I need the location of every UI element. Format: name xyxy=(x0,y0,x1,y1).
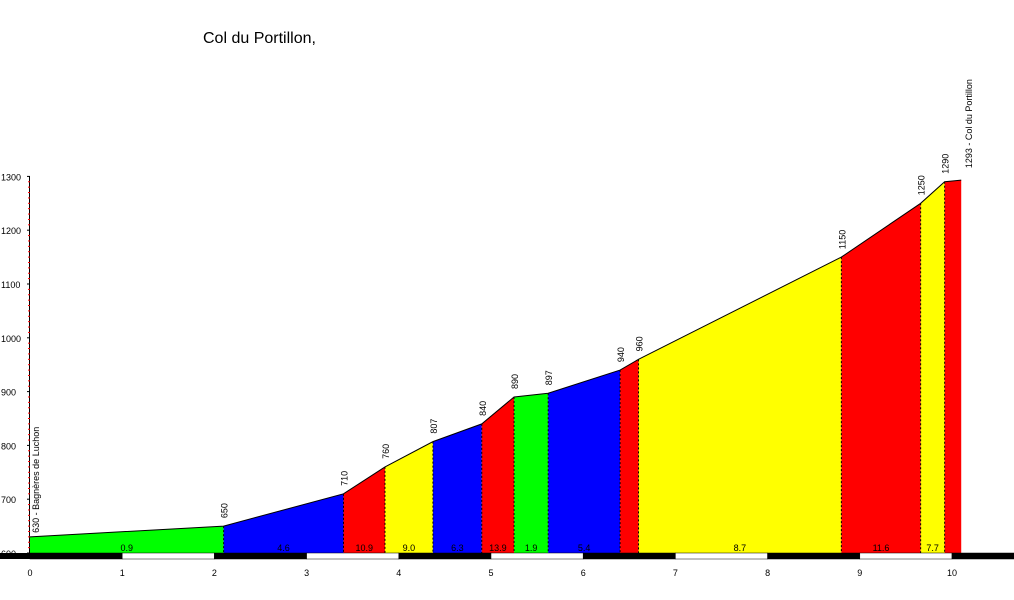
segment-area xyxy=(223,493,344,553)
distance-bar-block xyxy=(29,552,123,560)
segment-area xyxy=(920,181,945,553)
gradient-label: 8.7 xyxy=(734,543,747,553)
x-tick-label: 9 xyxy=(857,568,862,578)
segment-area xyxy=(514,393,549,553)
segment-area xyxy=(432,423,482,553)
profile-line xyxy=(29,179,962,538)
elevation-label: 960 xyxy=(635,336,645,351)
x-tick-label: 10 xyxy=(947,568,957,578)
gradient-label: 9.0 xyxy=(403,543,416,553)
x-tick-label: 4 xyxy=(396,568,401,578)
segment-area xyxy=(841,203,921,554)
y-tick-label: 800 xyxy=(1,441,16,451)
gradient-label: 5.4 xyxy=(578,543,591,553)
segment-area xyxy=(384,441,433,553)
distance-bar-block xyxy=(951,552,1014,560)
elevation-label: 1150 xyxy=(837,230,847,249)
elevation-label: 710 xyxy=(339,471,349,486)
x-tick-label: 3 xyxy=(304,568,309,578)
elevation-label: 630 - Bagnères de Luchon xyxy=(31,427,41,533)
distance-bar-block xyxy=(767,552,861,560)
y-tick-label: 700 xyxy=(1,495,16,505)
distance-bar-block xyxy=(214,552,307,560)
x-tick-label: 2 xyxy=(212,568,217,578)
gradient-label: 10.9 xyxy=(355,543,373,553)
x-tick-label: 8 xyxy=(765,568,770,578)
gradient-label: 6.3 xyxy=(451,543,464,553)
x-tick-label: 7 xyxy=(673,568,678,578)
y-tick-label: 1100 xyxy=(1,280,20,290)
elevation-label: 1290 xyxy=(941,154,951,174)
gradient-label: 13.9 xyxy=(489,543,507,553)
y-tick-label: 1300 xyxy=(1,172,21,182)
gradient-label: 7.7 xyxy=(926,543,939,553)
chart-title: Col du Portillon, xyxy=(203,30,316,47)
elevation-label: 807 xyxy=(429,419,439,434)
elevation-label: 897 xyxy=(544,370,554,385)
y-tick-label: 1000 xyxy=(1,334,21,344)
distance-bar-block xyxy=(121,552,215,560)
distance-bar-block xyxy=(398,552,492,560)
distance-bar-block xyxy=(675,552,768,560)
elevation-label: 840 xyxy=(478,401,488,416)
elevation-label: 940 xyxy=(616,347,626,362)
x-tick-label: 6 xyxy=(581,568,586,578)
distance-bar-block xyxy=(306,552,400,560)
y-tick-label: 1200 xyxy=(1,226,21,236)
segment-area xyxy=(30,526,224,553)
segment-area xyxy=(481,396,515,553)
segment-area xyxy=(343,466,385,553)
gradient-label: 0.9 xyxy=(121,543,134,553)
distance-bar-block xyxy=(0,553,30,559)
elevation-label: 650 xyxy=(220,503,230,518)
gradient-label: 4.6 xyxy=(277,543,290,553)
elevation-label: 1293 - Col du Portillon xyxy=(964,79,974,168)
distance-bar-block xyxy=(859,552,953,560)
elevation-label: 760 xyxy=(381,444,391,459)
y-tick-label: 900 xyxy=(1,388,16,398)
distance-bar-block xyxy=(490,552,584,560)
segment-area xyxy=(620,359,639,553)
gradient-label: 11.6 xyxy=(873,543,890,553)
x-tick-label: 0 xyxy=(27,568,32,578)
elevation-label: 890 xyxy=(510,374,520,389)
segment-area xyxy=(548,370,621,553)
x-tick-label: 1 xyxy=(120,568,125,578)
segment-area xyxy=(944,180,962,553)
distance-bar-block xyxy=(582,552,676,560)
gradient-label: 1.9 xyxy=(525,543,538,553)
elevation-label: 1250 xyxy=(917,175,927,195)
x-tick-label: 5 xyxy=(488,568,493,578)
segment-area xyxy=(638,257,842,553)
